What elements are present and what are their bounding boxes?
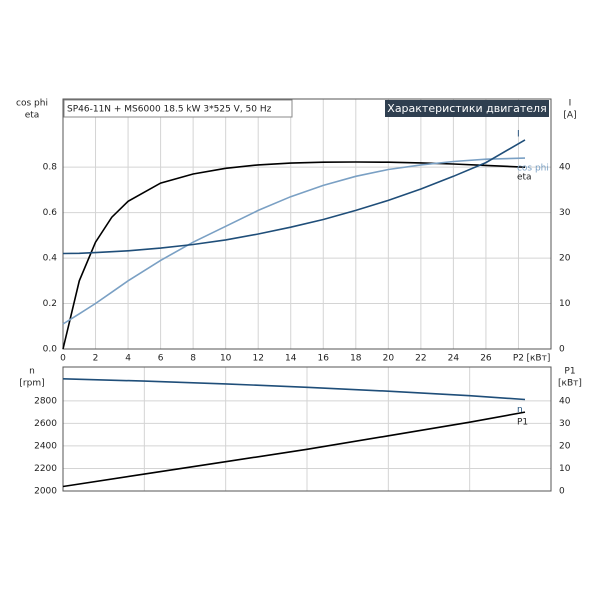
- y-tick-label: 0.4: [43, 254, 58, 264]
- y-axis-label: cos phi: [16, 99, 48, 109]
- y-tick-label: 0.2: [43, 299, 57, 309]
- y-tick-label: 0.6: [43, 208, 58, 218]
- series-line: [62, 161, 526, 350]
- y2-axis-label: [A]: [563, 111, 576, 121]
- series-label: I: [517, 129, 520, 139]
- y2-tick-label: 0: [559, 487, 565, 497]
- x-tick-label: 20: [383, 354, 395, 364]
- x-tick-label: 18: [350, 354, 362, 364]
- y2-tick-label: 20: [559, 441, 571, 451]
- y2-tick-label: 20: [559, 254, 571, 264]
- series-line: [62, 157, 526, 325]
- y2-tick-label: 30: [559, 419, 571, 429]
- title-box: [385, 100, 549, 117]
- chart-title: Характеристики двигателя: [387, 102, 546, 115]
- subtitle-box: [63, 99, 293, 118]
- x-tick-label: 4: [125, 354, 131, 364]
- x-tick-label: 26: [480, 354, 492, 364]
- x-tick-label: P2: [513, 354, 524, 364]
- series-label: cos phi: [517, 164, 549, 174]
- series-label: eta: [517, 173, 532, 183]
- x-tick-label: 14: [285, 354, 297, 364]
- series-label: P1: [517, 418, 528, 428]
- x-tick-label: 6: [158, 354, 164, 364]
- y2-tick-label: 0: [559, 345, 565, 355]
- plot-frame: [62, 366, 552, 492]
- x-tick-label: 24: [448, 354, 460, 364]
- y-axis-label: n: [29, 367, 35, 377]
- x-tick-label: 16: [318, 354, 330, 364]
- y2-axis-label: I: [569, 99, 572, 109]
- series-label: n: [517, 405, 523, 415]
- x-tick-label: 2: [93, 354, 99, 364]
- y2-tick-label: 30: [559, 208, 571, 218]
- y-axis-label: [rpm]: [19, 379, 44, 389]
- y-tick-label: 2000: [34, 487, 57, 497]
- y-tick-label: 2200: [34, 464, 57, 474]
- series-line: [62, 378, 526, 401]
- y2-tick-label: 10: [559, 464, 571, 474]
- y2-axis-label: P1: [564, 367, 575, 377]
- y2-tick-label: 40: [559, 396, 571, 406]
- x-tick-label: 22: [415, 354, 426, 364]
- x-tick-label: 8: [190, 354, 196, 364]
- y-tick-label: 0.0: [43, 345, 58, 355]
- y2-tick-label: 40: [559, 163, 571, 173]
- y-tick-label: 0.8: [43, 163, 58, 173]
- x-unit: [кВт]: [526, 354, 550, 364]
- x-tick-label: 0: [60, 354, 66, 364]
- x-tick-label: 12: [252, 354, 263, 364]
- y-tick-label: 2800: [34, 396, 57, 406]
- subtitle: SP46-11N + MS6000 18.5 kW 3*525 V, 50 Hz: [67, 105, 272, 115]
- y2-tick-label: 10: [559, 299, 571, 309]
- x-tick-label: 10: [220, 354, 232, 364]
- y-tick-label: 2400: [34, 441, 57, 451]
- series-line: [62, 411, 526, 488]
- plot-frame: [62, 98, 552, 350]
- y-tick-label: 2600: [34, 419, 57, 429]
- series-line: [62, 139, 526, 255]
- y2-axis-label: [кВт]: [558, 379, 582, 389]
- y-axis-label: eta: [25, 111, 40, 121]
